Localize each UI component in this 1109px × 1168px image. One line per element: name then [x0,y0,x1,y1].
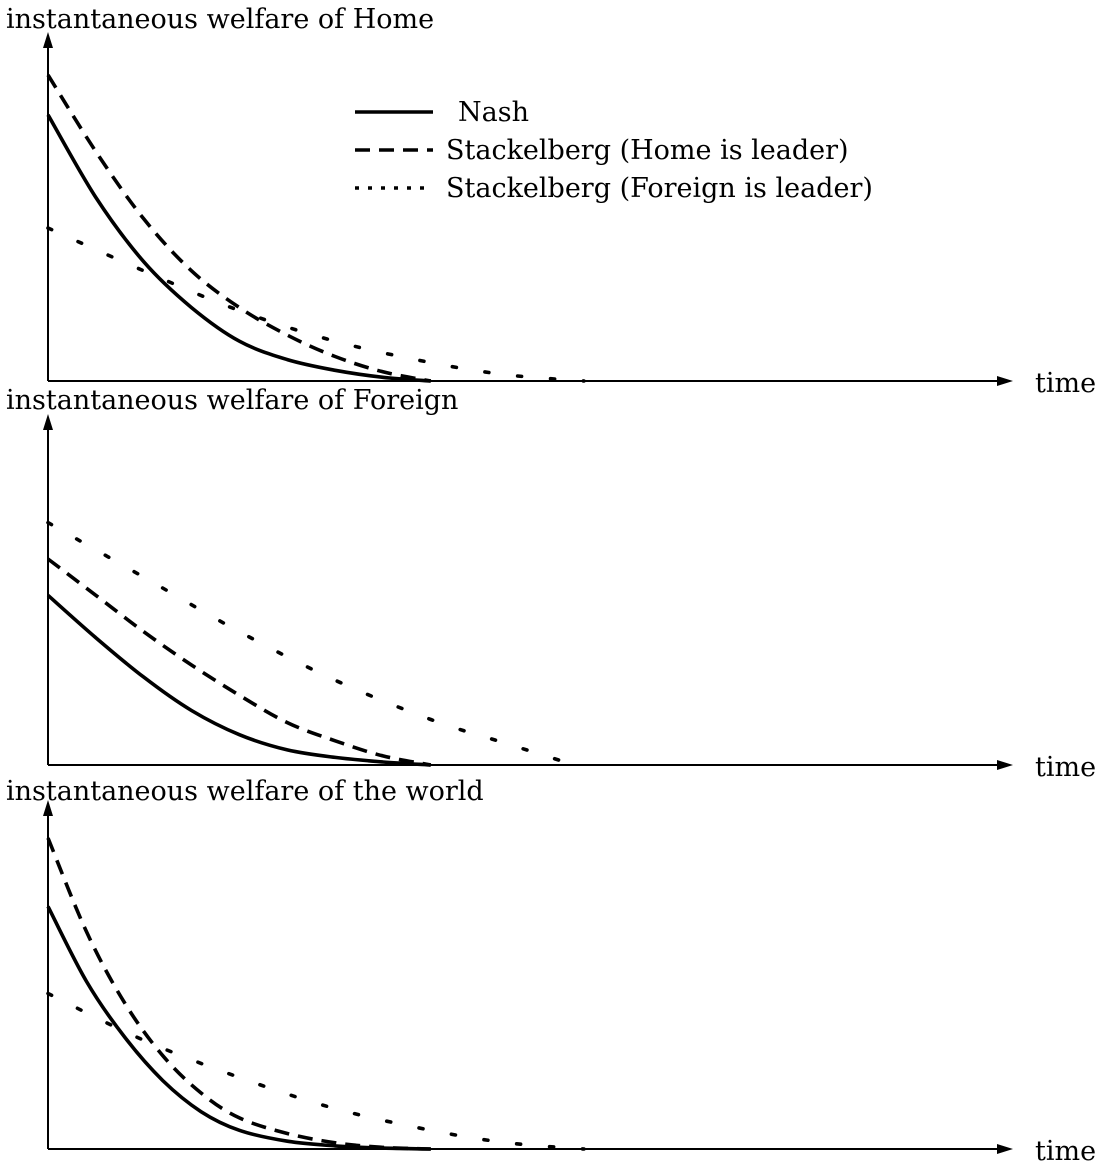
series-group-home [46,74,586,383]
y-axis-label-foreign: instantaneous welfare of Foreign [6,385,458,416]
x-axis-label-home: time [1035,368,1096,399]
series-group-world [46,837,586,1151]
curve-foreign-leader-foreign [46,520,577,767]
x-axis-label-world: time [1035,1136,1096,1167]
x-axis-arrow-home [997,376,1013,386]
curve-home-leader-foreign [46,557,432,767]
curve-nash-home [46,113,431,383]
legend-label-home-leader: Stackelberg (Home is leader) [446,135,849,166]
curve-home-leader-home [46,74,432,383]
x-axis-label-foreign: time [1035,752,1096,783]
curve-nash-foreign [46,593,431,767]
curve-nash-world [46,905,431,1151]
y-axis-label-home: instantaneous welfare of Home [6,4,434,35]
panel-foreign: instantaneous welfare of Foreign time [6,385,1096,783]
y-axis-arrow-home [43,32,53,48]
series-group-foreign [46,520,577,767]
legend-label-foreign-leader: Stackelberg (Foreign is leader) [446,173,873,204]
panel-world: instantaneous welfare of the world time [6,776,1096,1167]
y-axis-arrow-foreign [43,414,53,430]
legend: Nash Stackelberg (Home is leader) Stacke… [355,97,873,204]
x-axis-arrow-foreign [997,760,1013,770]
curve-foreign-leader-world [46,991,586,1151]
panel-home: instantaneous welfare of Home time Nash … [6,4,1096,399]
y-axis-label-world: instantaneous welfare of the world [6,776,484,807]
y-axis-arrow-world [43,800,53,816]
curve-foreign-leader-home [46,226,586,383]
legend-label-nash: Nash [458,97,529,128]
x-axis-arrow-world [997,1144,1013,1154]
curve-home-leader-world [46,837,431,1151]
